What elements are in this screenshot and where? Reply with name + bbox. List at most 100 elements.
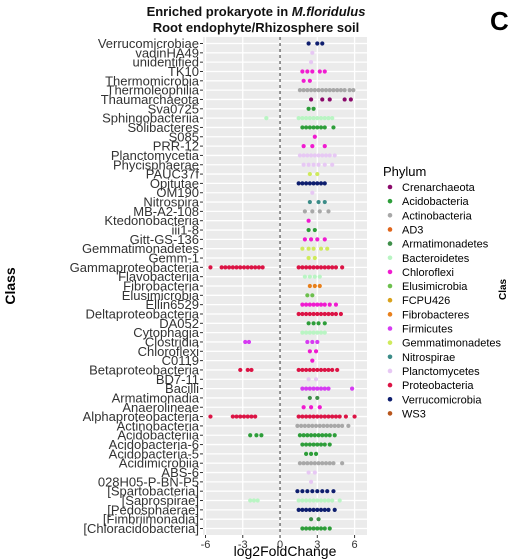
class-label: Gemm-1: [148, 251, 199, 266]
data-point: [296, 414, 301, 419]
data-point: [302, 423, 307, 429]
data-point: [322, 143, 327, 149]
data-point: [315, 171, 320, 177]
data-point: [304, 311, 309, 317]
data-point: [330, 116, 335, 121]
data-point: [253, 265, 258, 270]
data-point: [208, 265, 213, 270]
data-point: [308, 517, 314, 522]
data-point: [313, 349, 319, 354]
data-point: [264, 116, 269, 121]
data-point: [316, 199, 321, 205]
data-point: [310, 358, 315, 363]
data-point: [311, 321, 316, 326]
x-axis-title: log2FoldChange: [234, 543, 337, 559]
class-label: 028H05-P-BN-P5: [98, 474, 199, 489]
data-point: [311, 302, 316, 307]
class-label: PRR-12: [153, 139, 199, 154]
data-point: [318, 367, 324, 373]
data-point: [307, 171, 312, 177]
data-point: [241, 414, 247, 419]
data-point: [316, 153, 321, 158]
data-point: [297, 433, 303, 438]
data-point: [308, 405, 314, 410]
data-point: [322, 199, 327, 205]
data-point: [238, 265, 243, 270]
data-point: [304, 302, 309, 307]
class-label: Alphaproteobacteria: [83, 409, 200, 424]
data-point: [304, 265, 309, 270]
data-point: [304, 116, 309, 121]
data-point: [332, 433, 337, 438]
data-point: [304, 451, 309, 456]
data-point: [311, 367, 316, 373]
data-point: [310, 209, 315, 214]
data-point: [307, 349, 312, 354]
class-label: Elusimicrobia: [122, 288, 200, 303]
data-point: [323, 88, 329, 93]
data-point: [338, 311, 344, 317]
data-point: [311, 498, 316, 503]
data-point: [310, 190, 315, 195]
data-point: [320, 97, 325, 102]
data-point: [325, 423, 330, 429]
class-label: ABS-6: [161, 465, 199, 480]
legend-label: WS3: [402, 408, 426, 420]
data-point: [318, 386, 324, 391]
data-point: [337, 498, 342, 503]
x-tick-label: -6: [201, 539, 211, 551]
data-point: [338, 88, 344, 93]
data-point: [238, 367, 243, 373]
data-point: [311, 414, 316, 419]
data-point: [300, 367, 305, 373]
data-point: [320, 153, 325, 158]
class-label: vadinHA49: [135, 45, 199, 60]
legend: Phylum Crenarchaeota Acidobacteria Actinob…: [383, 164, 502, 420]
data-point: [306, 377, 311, 382]
legend-swatch: [387, 354, 393, 360]
data-point: [310, 489, 315, 494]
data-point: [296, 507, 301, 512]
class-label: iii1-8: [172, 223, 199, 238]
data-point: [315, 526, 320, 531]
data-point: [301, 78, 306, 83]
data-point: [318, 526, 324, 531]
data-point: [300, 526, 305, 531]
data-point: [315, 330, 320, 335]
data-point: [313, 423, 319, 429]
data-point: [320, 489, 325, 494]
data-point: [260, 265, 265, 270]
data-point: [316, 88, 321, 93]
legend-label: Chloroflexi: [402, 267, 454, 279]
data-point: [320, 88, 325, 93]
data-point: [343, 414, 348, 419]
data-point: [306, 423, 311, 429]
chart-title-line2: Root endophyte/Rhizosphere soil: [153, 20, 360, 35]
data-point: [307, 367, 312, 373]
legend-swatch: [387, 340, 393, 345]
class-label: Chloroflexi: [138, 344, 200, 359]
data-point: [326, 386, 331, 391]
data-point: [301, 88, 306, 93]
data-point: [300, 246, 305, 251]
class-label: Clostridia: [145, 334, 200, 349]
data-point: [304, 498, 309, 503]
data-point: [317, 405, 322, 410]
data-point: [311, 526, 316, 531]
data-point: [322, 237, 327, 242]
class-label: Sphingobacteriia: [102, 111, 200, 126]
data-point: [326, 116, 331, 121]
data-point: [327, 433, 332, 438]
data-point: [301, 143, 306, 149]
legend-label: Gemmatimonadetes: [402, 338, 502, 350]
data-point: [349, 386, 355, 391]
class-label: Bacilli: [165, 381, 199, 396]
corner-panel-letter: C: [490, 6, 508, 36]
legend-label: AD3: [402, 224, 423, 236]
x-tick-labels: -6 -3 0 3 6: [201, 535, 358, 551]
data-point: [297, 153, 303, 158]
data-point: [327, 461, 332, 466]
data-point: [318, 414, 324, 419]
data-point: [315, 498, 320, 503]
data-point: [331, 461, 336, 466]
